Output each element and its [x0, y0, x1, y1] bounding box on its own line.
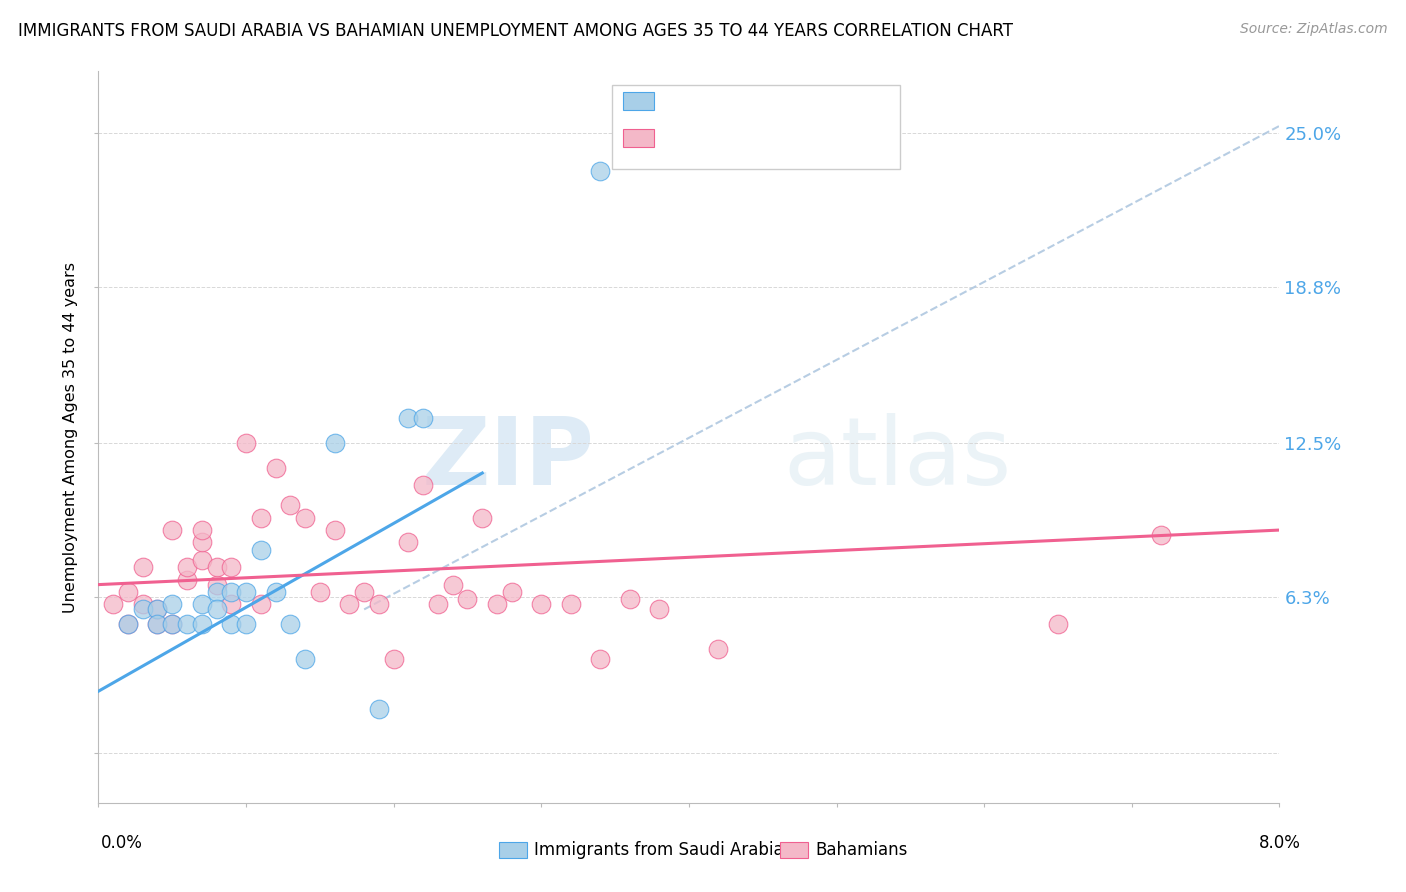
- Point: [176, 617, 198, 632]
- Text: R =  0.462: R = 0.462: [665, 92, 769, 110]
- Point: [589, 652, 612, 666]
- Point: [264, 461, 287, 475]
- Point: [485, 598, 508, 612]
- Point: [205, 560, 228, 574]
- Point: [235, 585, 257, 599]
- Point: [205, 577, 228, 591]
- Point: [456, 592, 478, 607]
- Point: [191, 523, 214, 537]
- Point: [219, 598, 242, 612]
- Point: [648, 602, 671, 616]
- Text: Immigrants from Saudi Arabia: Immigrants from Saudi Arabia: [534, 841, 785, 859]
- Text: ZIP: ZIP: [422, 413, 595, 505]
- Point: [146, 602, 169, 616]
- Text: Source: ZipAtlas.com: Source: ZipAtlas.com: [1240, 22, 1388, 37]
- Y-axis label: Unemployment Among Ages 35 to 44 years: Unemployment Among Ages 35 to 44 years: [63, 261, 79, 613]
- Point: [396, 411, 419, 425]
- Point: [412, 411, 434, 425]
- Point: [205, 585, 228, 599]
- Point: [707, 642, 730, 657]
- Point: [501, 585, 523, 599]
- Point: [308, 585, 332, 599]
- Point: [235, 617, 257, 632]
- Text: 8.0%: 8.0%: [1258, 834, 1301, 852]
- Point: [235, 436, 257, 450]
- Point: [219, 617, 242, 632]
- Point: [367, 701, 389, 715]
- Point: [191, 535, 214, 549]
- Point: [176, 573, 198, 587]
- Point: [146, 617, 169, 632]
- Point: [219, 585, 242, 599]
- Text: Bahamians: Bahamians: [815, 841, 908, 859]
- Point: [278, 617, 302, 632]
- Point: [382, 652, 405, 666]
- Point: [441, 577, 464, 591]
- Point: [530, 598, 553, 612]
- Text: N = 46: N = 46: [818, 129, 886, 147]
- Point: [294, 510, 316, 524]
- Text: 0.0%: 0.0%: [101, 834, 143, 852]
- Text: R =  0.189: R = 0.189: [665, 129, 769, 147]
- Point: [117, 585, 139, 599]
- Point: [1150, 528, 1173, 542]
- Point: [191, 617, 214, 632]
- Point: [146, 617, 169, 632]
- Point: [367, 598, 389, 612]
- Point: [396, 535, 419, 549]
- Point: [146, 602, 169, 616]
- Point: [191, 598, 214, 612]
- Point: [117, 617, 139, 632]
- Point: [560, 598, 582, 612]
- Point: [294, 652, 316, 666]
- Point: [353, 585, 375, 599]
- Point: [162, 617, 183, 632]
- Point: [132, 560, 155, 574]
- Point: [471, 510, 494, 524]
- Text: IMMIGRANTS FROM SAUDI ARABIA VS BAHAMIAN UNEMPLOYMENT AMONG AGES 35 TO 44 YEARS : IMMIGRANTS FROM SAUDI ARABIA VS BAHAMIAN…: [18, 22, 1014, 40]
- Point: [250, 510, 273, 524]
- Point: [162, 617, 183, 632]
- Point: [162, 598, 183, 612]
- Point: [117, 617, 139, 632]
- Point: [219, 560, 242, 574]
- Text: N = 24: N = 24: [818, 92, 886, 110]
- Point: [619, 592, 641, 607]
- Point: [264, 585, 287, 599]
- Text: atlas: atlas: [783, 413, 1012, 505]
- Point: [323, 436, 346, 450]
- Point: [132, 598, 155, 612]
- Point: [162, 523, 183, 537]
- Point: [337, 598, 360, 612]
- Point: [205, 602, 228, 616]
- Point: [250, 542, 273, 557]
- Point: [278, 498, 302, 512]
- Point: [132, 602, 155, 616]
- Point: [103, 598, 125, 612]
- Point: [323, 523, 346, 537]
- Point: [176, 560, 198, 574]
- Point: [250, 598, 273, 612]
- Point: [412, 478, 434, 492]
- Point: [426, 598, 449, 612]
- Point: [191, 553, 214, 567]
- Point: [589, 163, 612, 178]
- Point: [1046, 617, 1069, 632]
